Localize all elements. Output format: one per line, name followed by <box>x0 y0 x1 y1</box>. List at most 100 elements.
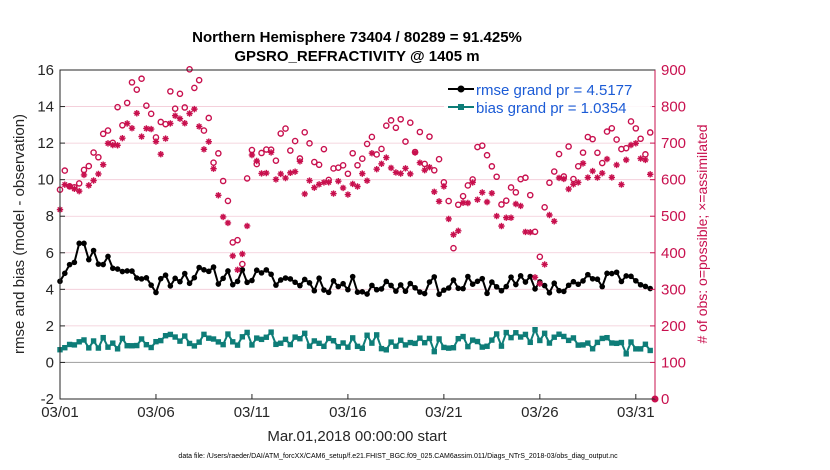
bias-point <box>522 331 529 338</box>
assimilated-point <box>565 185 572 193</box>
possible-point <box>200 127 208 134</box>
bias-point <box>388 339 394 345</box>
rmse-point <box>498 287 505 294</box>
assimilated-point <box>330 190 337 197</box>
rmse-point <box>522 279 529 285</box>
assimilated-point <box>575 179 582 186</box>
bias-point <box>302 330 308 337</box>
bias-point <box>556 331 562 337</box>
rmse-point <box>153 289 159 296</box>
assimilated-point <box>623 156 630 164</box>
bias-point <box>263 334 270 340</box>
assimilated-point <box>147 125 155 133</box>
assimilated-point <box>71 185 78 193</box>
y-right-tick-label: 300 <box>661 281 686 298</box>
rmse-point <box>580 278 586 284</box>
bias-point <box>417 335 423 341</box>
possible-point <box>147 110 155 118</box>
assimilated-point <box>80 171 88 179</box>
assimilated-point <box>315 181 323 188</box>
assimilated-point <box>167 120 174 127</box>
assimilated-point <box>282 174 289 182</box>
possible-point <box>392 124 400 132</box>
bias-point <box>561 333 567 340</box>
bias-point <box>100 334 106 341</box>
possible-point <box>95 153 102 161</box>
possible-point <box>603 128 611 135</box>
bias-point <box>76 339 82 345</box>
assimilated-point <box>642 156 649 164</box>
y-right-ticks: 0 100 200 300 400 500 600 700 800 900 <box>650 62 686 408</box>
rmse-point <box>277 277 284 283</box>
rmse-point <box>565 282 572 289</box>
rmse-point <box>282 275 289 281</box>
possible-point <box>430 166 438 174</box>
plot-area <box>56 66 659 403</box>
rmse-point <box>66 261 73 268</box>
rmse-point <box>225 268 231 274</box>
assimilated-point <box>555 174 563 182</box>
bias-point <box>565 337 572 344</box>
rmse-point <box>220 275 226 282</box>
assimilated-point <box>469 179 476 186</box>
bias-point <box>220 341 226 348</box>
assimilated-point <box>637 155 644 162</box>
possible-point <box>637 135 644 143</box>
possible-point <box>622 144 630 152</box>
rmse-point <box>388 282 394 289</box>
bias-point <box>201 331 207 338</box>
bias-point <box>508 334 514 341</box>
assimilated-point <box>176 115 184 122</box>
rmse-point <box>316 275 322 282</box>
bias-point <box>330 338 337 344</box>
bias-point <box>407 339 413 346</box>
bias-point <box>613 340 620 347</box>
bias-point <box>282 336 289 343</box>
y-right-tick-label: 0 <box>661 391 669 408</box>
rmse-point <box>76 240 82 247</box>
bias-point <box>527 339 533 346</box>
bias-point <box>541 330 548 336</box>
assimilated-point <box>363 177 371 184</box>
rmse-point <box>469 281 476 287</box>
possible-point <box>191 84 198 92</box>
possible-point <box>570 175 577 183</box>
rmse-point <box>474 278 481 285</box>
bias-point <box>647 347 653 354</box>
rmse-point <box>633 277 639 284</box>
bias-point <box>436 336 442 342</box>
rmse-point <box>311 287 318 294</box>
assimilated-point <box>426 164 433 171</box>
possible-point <box>277 130 285 137</box>
possible-point <box>143 102 150 109</box>
bias-point <box>546 340 553 346</box>
possible-point <box>536 253 544 261</box>
x-tick-label: 03/06 <box>137 404 175 421</box>
bias-point <box>114 346 121 352</box>
bias-point <box>465 343 471 350</box>
possible-point <box>85 162 93 170</box>
rmse-point <box>349 273 356 280</box>
assimilated-point <box>224 219 232 227</box>
possible-point <box>459 192 467 200</box>
legend-box <box>444 78 652 114</box>
possible-point <box>541 204 548 211</box>
assimilated-point <box>560 175 568 183</box>
y-left-ticks: -2 0 2 4 6 8 10 12 14 16 <box>37 62 65 408</box>
rmse-point <box>450 277 457 283</box>
possible-point <box>406 119 414 126</box>
rmse-point <box>465 273 471 280</box>
possible-point <box>478 142 486 149</box>
bias-point <box>479 344 485 350</box>
bias-point <box>421 339 428 346</box>
rmse-point <box>575 281 582 288</box>
bias-point <box>95 345 102 351</box>
rmse-point <box>508 274 514 280</box>
assimilated-point <box>272 176 280 183</box>
rmse-point <box>513 281 519 288</box>
possible-point <box>171 105 179 112</box>
assimilated-point <box>493 212 500 220</box>
bias-point <box>66 341 73 348</box>
possible-point <box>363 140 371 148</box>
bias-point <box>105 344 111 350</box>
